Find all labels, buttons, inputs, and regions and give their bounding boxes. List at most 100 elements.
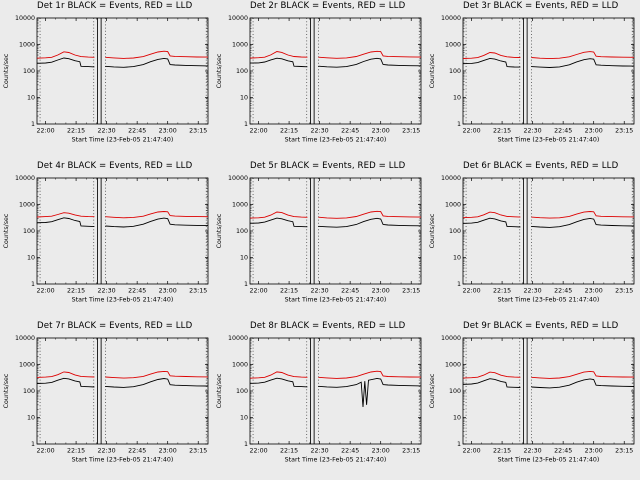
svg-text:1000: 1000 (19, 42, 35, 49)
chart-det-9r: 1 10 100 1000 10000 22:00 22:15 22:30 22:45 23:00… (429, 335, 635, 464)
svg-text:1: 1 (31, 441, 35, 448)
svg-text:Counts/sec: Counts/sec (216, 373, 223, 408)
svg-text:22:30: 22:30 (311, 288, 329, 295)
svg-text:Counts/sec: Counts/sec (3, 213, 10, 248)
svg-text:22:15: 22:15 (493, 448, 511, 455)
chart-det-4r: 1 10 100 1000 10000 22:00 22:15 22:30 22:45 23:00… (3, 175, 209, 304)
svg-text:22:45: 22:45 (341, 288, 359, 295)
svg-text:23:15: 23:15 (402, 448, 420, 455)
svg-text:100: 100 (23, 228, 35, 235)
svg-text:Start Time (23-Feb-05 21:47:40: Start Time (23-Feb-05 21:47:40) (285, 457, 387, 464)
svg-text:23:15: 23:15 (402, 288, 420, 295)
svg-text:22:00: 22:00 (462, 288, 480, 295)
svg-text:10: 10 (240, 255, 248, 262)
svg-text:10: 10 (27, 415, 35, 422)
svg-text:23:15: 23:15 (189, 448, 207, 455)
svg-text:23:00: 23:00 (159, 288, 177, 295)
svg-text:1000: 1000 (232, 362, 248, 369)
panel-title-det-3r: Det 3r BLACK = Events, RED = LLD (463, 1, 619, 11)
svg-text:1000: 1000 (232, 202, 248, 209)
svg-text:Start Time (23-Feb-05 21:47:40: Start Time (23-Feb-05 21:47:40) (72, 137, 174, 144)
svg-text:1: 1 (31, 121, 35, 128)
svg-text:1: 1 (31, 281, 35, 288)
panel-title-det-1r: Det 1r BLACK = Events, RED = LLD (37, 1, 193, 11)
svg-text:22:30: 22:30 (524, 288, 542, 295)
svg-text:10000: 10000 (228, 175, 248, 182)
panel-det-5r: Det 5r BLACK = Events, RED = LLD 1 10 100 1… (214, 160, 427, 320)
svg-text:10: 10 (27, 95, 35, 102)
svg-text:10: 10 (240, 95, 248, 102)
svg-text:Start Time (23-Feb-05 21:47:40: Start Time (23-Feb-05 21:47:40) (72, 297, 174, 304)
chart-det-3r: 1 10 100 1000 10000 22:00 22:15 22:30 22:45 23:00… (429, 15, 635, 144)
svg-text:1000: 1000 (19, 202, 35, 209)
svg-text:22:15: 22:15 (280, 128, 298, 135)
svg-text:10000: 10000 (15, 335, 35, 342)
svg-text:23:00: 23:00 (372, 128, 390, 135)
svg-text:23:00: 23:00 (585, 448, 603, 455)
panel-title-det-8r: Det 8r BLACK = Events, RED = LLD (250, 321, 406, 331)
svg-text:Counts/sec: Counts/sec (429, 53, 436, 88)
svg-text:100: 100 (449, 68, 461, 75)
panel-det-4r: Det 4r BLACK = Events, RED = LLD 1 10 100 1… (1, 160, 214, 320)
panel-title-det-4r: Det 4r BLACK = Events, RED = LLD (37, 161, 193, 171)
svg-text:23:15: 23:15 (402, 128, 420, 135)
svg-text:22:45: 22:45 (128, 288, 146, 295)
svg-text:10000: 10000 (15, 15, 35, 22)
svg-text:22:45: 22:45 (341, 448, 359, 455)
panel-title-det-5r: Det 5r BLACK = Events, RED = LLD (250, 161, 406, 171)
svg-text:Counts/sec: Counts/sec (3, 53, 10, 88)
panel-det-9r: Det 9r BLACK = Events, RED = LLD 1 10 100 1… (427, 320, 640, 480)
svg-text:22:30: 22:30 (524, 128, 542, 135)
svg-text:22:00: 22:00 (36, 128, 54, 135)
svg-text:22:00: 22:00 (36, 448, 54, 455)
svg-text:22:45: 22:45 (128, 128, 146, 135)
panel-title-det-6r: Det 6r BLACK = Events, RED = LLD (463, 161, 619, 171)
svg-text:10000: 10000 (441, 335, 461, 342)
svg-text:22:30: 22:30 (524, 448, 542, 455)
svg-text:1000: 1000 (19, 362, 35, 369)
panel-det-2r: Det 2r BLACK = Events, RED = LLD 1 10 100 1… (214, 0, 427, 160)
svg-text:1000: 1000 (445, 202, 461, 209)
svg-text:22:00: 22:00 (249, 448, 267, 455)
svg-text:22:45: 22:45 (341, 128, 359, 135)
panel-title-det-2r: Det 2r BLACK = Events, RED = LLD (250, 1, 406, 11)
svg-text:23:00: 23:00 (372, 448, 390, 455)
panel-det-8r: Det 8r BLACK = Events, RED = LLD 1 10 100 1… (214, 320, 427, 480)
panel-title-det-9r: Det 9r BLACK = Events, RED = LLD (463, 321, 619, 331)
svg-text:22:30: 22:30 (311, 128, 329, 135)
svg-text:22:15: 22:15 (493, 128, 511, 135)
svg-text:23:15: 23:15 (615, 288, 633, 295)
svg-text:10000: 10000 (228, 15, 248, 22)
svg-text:Counts/sec: Counts/sec (216, 213, 223, 248)
svg-text:22:15: 22:15 (67, 448, 85, 455)
chart-det-2r: 1 10 100 1000 10000 22:00 22:15 22:30 22:45 23:00… (216, 15, 422, 144)
svg-text:22:15: 22:15 (280, 448, 298, 455)
svg-text:22:30: 22:30 (311, 448, 329, 455)
svg-text:23:00: 23:00 (585, 288, 603, 295)
svg-text:23:00: 23:00 (159, 448, 177, 455)
svg-text:10: 10 (453, 255, 461, 262)
chart-det-5r: 1 10 100 1000 10000 22:00 22:15 22:30 22:45 23:00… (216, 175, 422, 304)
chart-det-7r: 1 10 100 1000 10000 22:00 22:15 22:30 22:45 23:00… (3, 335, 209, 464)
svg-text:22:45: 22:45 (554, 128, 572, 135)
svg-text:22:00: 22:00 (249, 288, 267, 295)
svg-text:23:15: 23:15 (189, 288, 207, 295)
svg-text:Start Time (23-Feb-05 21:47:40: Start Time (23-Feb-05 21:47:40) (498, 457, 600, 464)
svg-text:22:15: 22:15 (67, 128, 85, 135)
svg-text:1: 1 (244, 441, 248, 448)
svg-text:1000: 1000 (445, 362, 461, 369)
svg-text:23:00: 23:00 (159, 128, 177, 135)
svg-text:22:00: 22:00 (462, 128, 480, 135)
svg-text:22:00: 22:00 (249, 128, 267, 135)
svg-text:Start Time (23-Feb-05 21:47:40: Start Time (23-Feb-05 21:47:40) (72, 457, 174, 464)
svg-text:1: 1 (457, 441, 461, 448)
chart-det-8r: 1 10 100 1000 10000 22:00 22:15 22:30 22:45 23:00… (216, 335, 422, 464)
svg-text:22:45: 22:45 (554, 448, 572, 455)
svg-text:Counts/sec: Counts/sec (429, 373, 436, 408)
svg-text:1: 1 (244, 281, 248, 288)
svg-text:22:00: 22:00 (462, 448, 480, 455)
svg-text:10: 10 (240, 415, 248, 422)
panel-title-det-7r: Det 7r BLACK = Events, RED = LLD (37, 321, 193, 331)
svg-text:100: 100 (449, 228, 461, 235)
